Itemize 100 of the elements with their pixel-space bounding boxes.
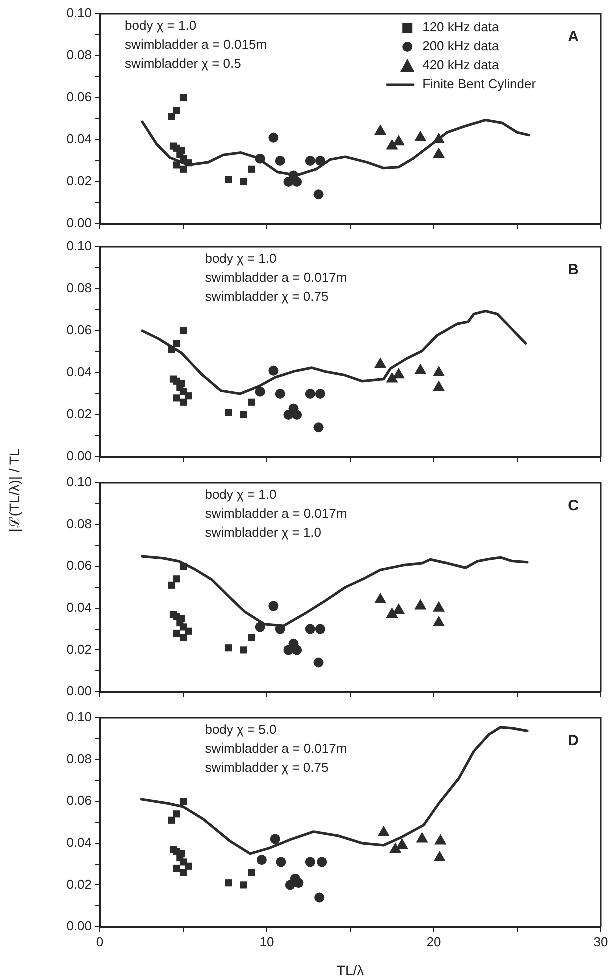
point [184, 862, 192, 870]
point [248, 398, 256, 406]
point [374, 124, 387, 136]
point [305, 389, 316, 399]
point [275, 624, 286, 634]
point [432, 616, 446, 627]
point [255, 154, 266, 164]
y-tick-label: 0.06 [66, 793, 92, 808]
point [240, 178, 248, 186]
point [225, 176, 232, 184]
point [248, 869, 256, 876]
y-tick-label: 0.00 [66, 448, 92, 464]
point [314, 422, 324, 433]
point [168, 816, 176, 824]
point [315, 156, 326, 166]
y-tick-label: 0.04 [66, 364, 92, 380]
point [168, 346, 176, 354]
point [268, 366, 279, 376]
point [225, 644, 232, 652]
annotation: B [568, 262, 580, 279]
y-tick-label: 0.06 [66, 90, 92, 105]
point [275, 389, 286, 399]
point [180, 398, 188, 406]
annotation: body χ = 1.0 [205, 487, 277, 502]
point [173, 810, 180, 818]
annotation: swimbladder χ = 0.75 [205, 289, 329, 304]
annotation: swimbladder a = 0.017m [205, 506, 348, 522]
y-tick-label: 0.08 [66, 751, 92, 766]
annotation: body χ = 1.0 [125, 18, 197, 34]
y-tick-label: 0.00 [66, 684, 92, 699]
point [314, 658, 324, 668]
point [392, 368, 405, 379]
point [315, 624, 326, 634]
point [434, 851, 446, 862]
point [392, 135, 405, 146]
x-axis-title: TL/λ [336, 962, 364, 978]
point [173, 394, 180, 402]
point [292, 410, 302, 420]
y-tick-label: 0.10 [66, 238, 92, 254]
point [180, 166, 188, 173]
point [180, 634, 188, 642]
point [180, 94, 188, 102]
y-tick-label: 0.08 [66, 280, 92, 296]
point [173, 340, 180, 348]
y-tick-label: 0.06 [66, 558, 92, 574]
point [168, 113, 176, 120]
point [225, 880, 232, 887]
point [184, 628, 192, 635]
y-tick-label: 0.10 [66, 474, 92, 490]
y-axis-title: |ℒ(TL/λ)| / TL [5, 448, 24, 532]
annotation: body χ = 1.0 [205, 251, 277, 266]
y-tick-label: 0.00 [66, 918, 92, 934]
point [173, 162, 180, 169]
point [240, 882, 248, 889]
point [294, 878, 304, 888]
point [184, 392, 192, 400]
annotation: swimbladder a = 0.015m [125, 37, 268, 52]
point [305, 624, 316, 634]
annotation: A [568, 28, 580, 46]
point [275, 156, 286, 166]
legend-label: Finite Bent Cylinder [422, 76, 537, 92]
x-tick-label: 20 [426, 934, 442, 950]
point [256, 855, 267, 866]
point [180, 869, 188, 876]
point [255, 386, 266, 397]
y-tick-label: 0.02 [66, 642, 92, 657]
point [314, 892, 325, 903]
y-tick-label: 0.10 [66, 6, 92, 21]
point [173, 630, 180, 638]
x-tick-label: 10 [260, 934, 274, 950]
y-tick-label: 0.04 [66, 834, 92, 850]
point [292, 177, 302, 187]
annotation: swimbladder χ = 0.5 [125, 56, 242, 72]
point [305, 857, 316, 868]
point [173, 864, 180, 872]
point [374, 593, 387, 604]
legend-label: 200 kHz data [422, 38, 500, 54]
y-tick-label: 0.02 [66, 876, 92, 892]
x-tick-label: 0 [96, 934, 104, 950]
annotation: C [568, 498, 580, 515]
point [268, 132, 279, 143]
y-tick-label: 0.00 [66, 216, 92, 231]
point [292, 645, 302, 656]
y-tick-label: 0.04 [66, 600, 92, 615]
point [374, 358, 387, 368]
point [180, 798, 188, 806]
point [240, 646, 248, 654]
point [305, 156, 316, 166]
point [225, 409, 232, 416]
point [180, 327, 188, 335]
point [240, 411, 248, 419]
annotation: swimbladder a = 0.017m [205, 270, 348, 286]
point [255, 622, 266, 632]
point [173, 576, 180, 583]
legend-label: 420 kHz data [422, 58, 500, 73]
annotation: swimbladder a = 0.017m [205, 741, 348, 756]
point [184, 160, 192, 167]
y-tick-label: 0.02 [66, 174, 92, 189]
point [317, 857, 328, 868]
y-tick-label: 0.10 [66, 710, 92, 725]
